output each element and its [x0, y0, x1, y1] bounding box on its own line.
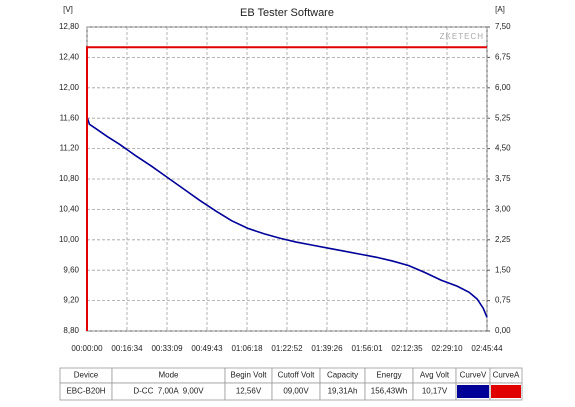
chart-title: EB Tester Software: [240, 7, 334, 19]
cell-text: 156,43Wh: [371, 387, 407, 396]
y-tick-label: 10,00: [59, 235, 80, 244]
column-header: CurveA: [493, 371, 520, 380]
y-tick-label: 10,40: [59, 205, 80, 214]
column-header: Mode: [158, 371, 179, 380]
column-header: Capacity: [327, 371, 358, 380]
y-tick-label: 8,80: [63, 326, 79, 335]
column-header: Avg Volt: [420, 371, 450, 380]
column-header: Energy: [376, 371, 401, 380]
x-tick-label: 01:22:52: [271, 344, 303, 353]
cell-text: 10,17V: [422, 387, 448, 396]
cell-text: D-CC 7,00A 9,00V: [133, 387, 204, 396]
x-tick-label: 00:16:34: [111, 344, 143, 353]
x-tick-label: 01:39:26: [311, 344, 343, 353]
x-tick-label: 02:29:10: [431, 344, 463, 353]
y2-axis-unit: [A]: [495, 5, 505, 14]
y2-tick-label: 3,00: [495, 205, 511, 214]
data-line: [86, 116, 488, 318]
y2-tick-label: 6,75: [495, 53, 511, 62]
cell-text: 19,31Ah: [328, 387, 358, 396]
x-tick-label: 02:12:35: [391, 344, 423, 353]
data-line: [86, 46, 487, 331]
cell-text: EBC-B20H: [66, 387, 105, 396]
x-tick-label: 01:56:01: [351, 344, 383, 353]
cell-text: 12,56V: [236, 387, 262, 396]
x-tick-label: 00:00:00: [71, 344, 103, 353]
y-tick-label: 12,80: [59, 22, 80, 31]
y-tick-label: 9,20: [63, 296, 79, 305]
y-tick-label: 11,20: [60, 144, 80, 153]
curve-swatch: [457, 385, 489, 398]
y-tick-label: 12,00: [59, 83, 80, 92]
x-tick-label: 01:06:18: [231, 344, 263, 353]
curve-swatch: [491, 385, 521, 398]
y-tick-label: 12,40: [59, 53, 80, 62]
y2-tick-label: 6,00: [495, 83, 511, 92]
x-tick-label: 00:49:43: [191, 344, 223, 353]
y2-tick-label: 5,25: [495, 113, 511, 122]
y2-tick-label: 7,50: [495, 22, 511, 31]
watermark: ZKETECH: [440, 32, 484, 41]
y-tick-label: 10,80: [59, 174, 80, 183]
y2-tick-label: 4,50: [495, 144, 511, 153]
x-tick-label: 02:45:44: [471, 344, 503, 353]
y-axis-unit: [V]: [63, 5, 73, 14]
y2-tick-label: 3,75: [495, 174, 511, 183]
column-header: CurveV: [460, 371, 487, 380]
y2-tick-label: 1,50: [495, 265, 511, 274]
y2-tick-label: 2,25: [495, 235, 511, 244]
column-header: Cutoff Volt: [278, 371, 316, 380]
y2-tick-label: 0,00: [495, 326, 511, 335]
x-tick-label: 00:33:09: [151, 344, 183, 353]
column-header: Begin Volt: [230, 371, 267, 380]
y-tick-label: 11,60: [60, 113, 80, 122]
cell-text: 09,00V: [283, 387, 309, 396]
y2-tick-label: 0,75: [495, 296, 511, 305]
column-header: Device: [74, 371, 99, 380]
y-tick-label: 9,60: [63, 265, 79, 274]
